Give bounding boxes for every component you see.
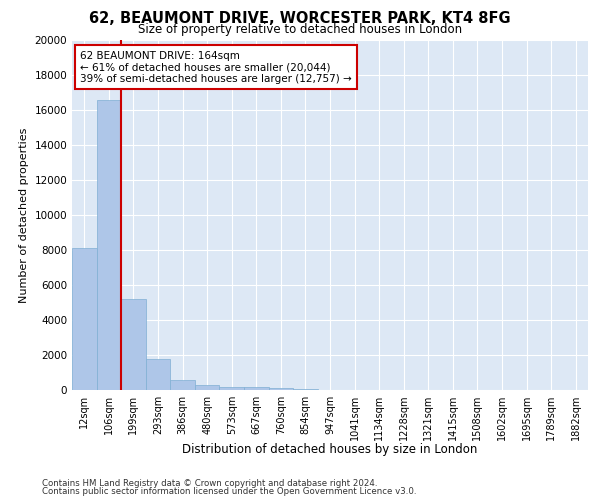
Text: 62 BEAUMONT DRIVE: 164sqm
← 61% of detached houses are smaller (20,044)
39% of s: 62 BEAUMONT DRIVE: 164sqm ← 61% of detac…: [80, 50, 352, 84]
Bar: [121, 299, 146, 390]
Text: 62, BEAUMONT DRIVE, WORCESTER PARK, KT4 8FG: 62, BEAUMONT DRIVE, WORCESTER PARK, KT4 …: [89, 11, 511, 26]
Bar: [97, 100, 121, 390]
Text: Distribution of detached houses by size in London: Distribution of detached houses by size …: [182, 442, 478, 456]
Text: Contains public sector information licensed under the Open Government Licence v3: Contains public sector information licen…: [42, 487, 416, 496]
Bar: [269, 388, 293, 390]
Bar: [195, 385, 220, 390]
Bar: [170, 380, 195, 390]
Bar: [220, 388, 244, 390]
Bar: [146, 358, 170, 390]
Bar: [72, 248, 97, 390]
Text: Contains HM Land Registry data © Crown copyright and database right 2024.: Contains HM Land Registry data © Crown c…: [42, 478, 377, 488]
Y-axis label: Number of detached properties: Number of detached properties: [19, 128, 29, 302]
Text: Size of property relative to detached houses in London: Size of property relative to detached ho…: [138, 22, 462, 36]
Bar: [244, 388, 269, 390]
